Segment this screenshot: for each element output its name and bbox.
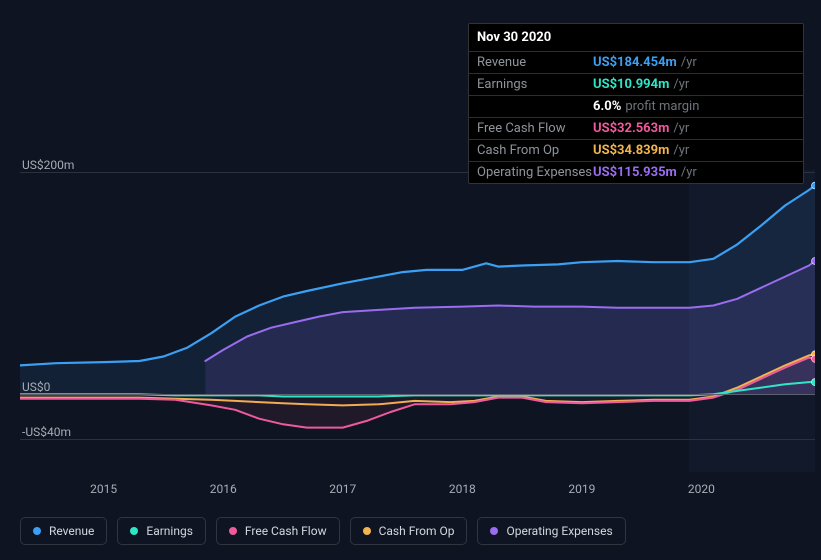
legend-label: Operating Expenses xyxy=(506,524,612,538)
y-tick-label: -US$40m xyxy=(22,425,71,439)
x-tick-label: 2016 xyxy=(193,482,253,496)
chart xyxy=(20,170,815,472)
tooltip-row-value: 6.0% xyxy=(593,99,621,114)
tooltip-row-value: US$184.454m xyxy=(593,55,677,70)
tooltip-row-label: Earnings xyxy=(477,77,593,92)
legend-dot-icon xyxy=(33,527,41,535)
x-tick-label: 2019 xyxy=(552,482,612,496)
tooltip-row-label: Free Cash Flow xyxy=(477,121,593,136)
gridline xyxy=(20,394,815,395)
legend-item[interactable]: Free Cash Flow xyxy=(216,517,340,545)
legend-label: Cash From Op xyxy=(379,524,455,538)
gridline xyxy=(20,439,815,440)
tooltip-row: RevenueUS$184.454m/yr xyxy=(469,51,803,73)
tooltip-row-suffix: /yr xyxy=(681,55,697,70)
legend-item[interactable]: Cash From Op xyxy=(350,517,468,545)
tooltip-row-suffix: /yr xyxy=(673,121,689,136)
legend-label: Revenue xyxy=(49,524,94,538)
legend-label: Earnings xyxy=(146,524,193,538)
x-tick-label: 2018 xyxy=(432,482,492,496)
y-tick-label: US$200m xyxy=(22,158,74,172)
tooltip-row-suffix: profit margin xyxy=(625,99,699,114)
tooltip-row: Operating ExpensesUS$115.935m/yr xyxy=(469,161,803,183)
tooltip-row: Cash From OpUS$34.839m/yr xyxy=(469,139,803,161)
tooltip-date: Nov 30 2020 xyxy=(469,24,803,51)
legend-dot-icon xyxy=(363,527,371,535)
legend-item[interactable]: Earnings xyxy=(117,517,206,545)
x-tick-label: 2020 xyxy=(671,482,731,496)
tooltip-row: 6.0% profit margin xyxy=(469,95,803,117)
tooltip-row: Free Cash FlowUS$32.563m/yr xyxy=(469,117,803,139)
tooltip-row-suffix: /yr xyxy=(673,143,689,158)
legend-label: Free Cash Flow xyxy=(245,524,327,538)
x-tick-label: 2017 xyxy=(313,482,373,496)
data-tooltip: Nov 30 2020 RevenueUS$184.454m/yrEarning… xyxy=(468,23,804,184)
tooltip-row-value: US$115.935m xyxy=(593,165,677,180)
tooltip-row-label: Revenue xyxy=(477,55,593,70)
tooltip-row: EarningsUS$10.994m/yr xyxy=(469,73,803,95)
y-tick-label: US$0 xyxy=(22,380,50,394)
x-tick-label: 2015 xyxy=(74,482,134,496)
tooltip-row-suffix: /yr xyxy=(673,77,689,92)
tooltip-row-value: US$32.563m xyxy=(593,121,669,136)
tooltip-row-suffix: /yr xyxy=(681,165,697,180)
legend-item[interactable]: Revenue xyxy=(20,517,107,545)
legend-dot-icon xyxy=(229,527,237,535)
legend-dot-icon xyxy=(490,527,498,535)
legend-dot-icon xyxy=(130,527,138,535)
legend-item[interactable]: Operating Expenses xyxy=(477,517,625,545)
legend: Revenue Earnings Free Cash Flow Cash From O… xyxy=(20,517,626,545)
tooltip-row-label: Operating Expenses xyxy=(477,165,593,180)
tooltip-row-value: US$10.994m xyxy=(593,77,669,92)
tooltip-row-value: US$34.839m xyxy=(593,143,669,158)
tooltip-row-label: Cash From Op xyxy=(477,143,593,158)
